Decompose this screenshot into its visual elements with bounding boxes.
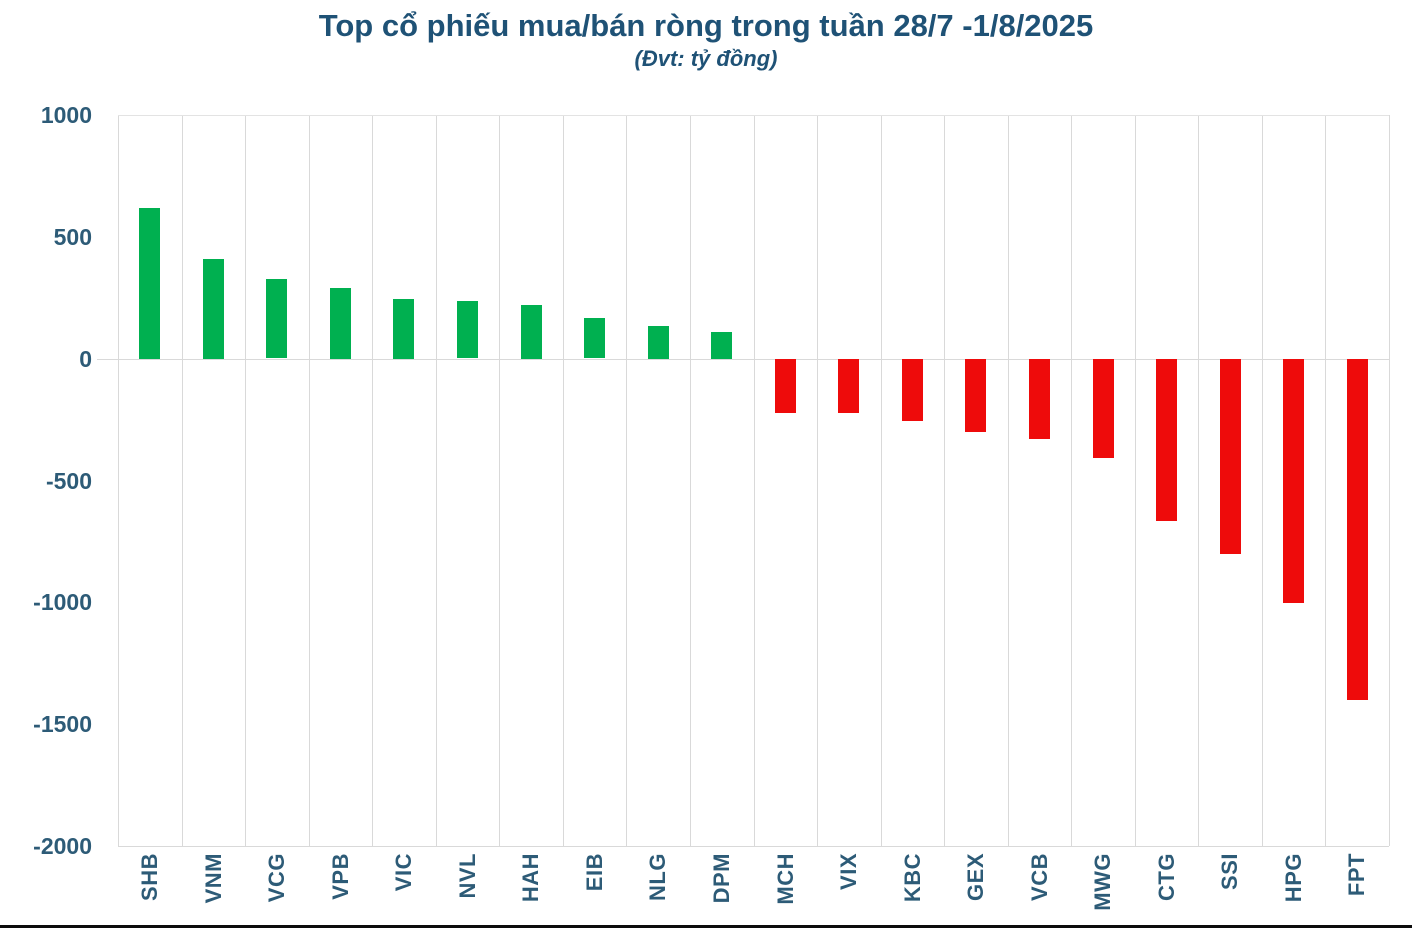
y-tick-label: -2000 [33,833,92,859]
x-tick-label-MWG: MWG [1071,853,1135,929]
vertical-gridline [118,115,119,846]
bar-SHB [139,208,160,359]
x-tick-text: FPT [1344,853,1369,897]
y-tick-label: -1000 [33,589,92,615]
vertical-gridline [1262,115,1263,846]
bar-VPB [330,288,351,359]
bar-DPM [711,332,732,359]
y-tick-label: -500 [45,468,92,494]
x-tick-text: GEX [963,853,988,901]
vertical-gridline [881,115,882,846]
vertical-gridline [372,115,373,846]
chart-title: Top cổ phiếu mua/bán ròng trong tuần 28/… [318,8,1094,43]
x-tick-text: VNM [201,853,226,904]
bar-GEX [965,359,986,432]
vertical-gridline [626,115,627,846]
vertical-gridline [436,115,437,846]
x-tick-text: SHB [137,853,162,901]
x-tick-text: VIX [836,853,861,890]
x-tick-text: SSI [1217,853,1242,890]
bar-EIB [584,318,605,358]
x-tick-text: HAH [518,853,543,903]
x-tick-label-SSI: SSI [1198,853,1262,929]
plot-area [97,115,1390,847]
y-tick-label: -1500 [33,711,92,737]
bar-VIC [393,299,414,359]
x-tick-text: VCB [1027,853,1052,901]
vertical-gridline [1071,115,1072,846]
x-tick-label-VPB: VPB [309,853,373,929]
plot-top-border [118,115,1389,116]
x-tick-label-DPM: DPM [690,853,754,929]
x-tick-text: VCG [264,853,289,903]
zero-axis-line [97,359,1389,360]
x-tick-label-VCG: VCG [245,853,309,929]
vertical-gridline [690,115,691,846]
vertical-gridline [1198,115,1199,846]
vertical-gridline [1389,115,1390,846]
x-tick-text: KBC [900,853,925,903]
x-tick-text: VIC [391,853,416,892]
x-tick-label-NLG: NLG [626,853,690,929]
x-tick-text: VPB [328,853,353,900]
x-tick-text: MWG [1090,853,1115,911]
x-tick-label-VIC: VIC [372,853,436,929]
x-tick-text: MCH [773,853,798,905]
x-tick-label-CTG: CTG [1135,853,1199,929]
bar-FPT [1347,359,1368,700]
vertical-gridline [944,115,945,846]
vertical-gridline [309,115,310,846]
plot-bottom-border [118,846,1389,847]
x-tick-label-GEX: GEX [944,853,1008,929]
vertical-gridline [1325,115,1326,846]
vertical-gridline [182,115,183,846]
x-tick-text: HPG [1281,853,1306,903]
bar-CTG [1156,359,1177,521]
vertical-gridline [1135,115,1136,846]
vertical-gridline [754,115,755,846]
bottom-divider [0,925,1412,928]
x-tick-label-NVL: NVL [436,853,500,929]
x-tick-label-VCB: VCB [1008,853,1072,929]
bar-NVL [457,301,478,358]
bar-VCB [1029,359,1050,439]
x-axis-labels: SHB VNM VCG VPB VIC NVL HAH EIB NLG DPM MCH VIX KBC G… [118,853,1389,929]
y-tick-label: 500 [53,224,92,250]
x-tick-label-VIX: VIX [817,853,881,929]
bar-MCH [775,359,796,413]
y-axis-labels: 1000 500 0 -500 -1000 -1500 -2000 [14,0,92,932]
x-tick-label-EIB: EIB [563,853,627,929]
x-tick-text: NLG [645,853,670,901]
vertical-gridline [499,115,500,846]
chart-unit-label: (Đvt: tỷ đồng) [634,46,778,71]
x-tick-text: EIB [582,853,607,892]
bar-MWG [1093,359,1114,458]
bar-KBC [902,359,923,421]
x-tick-label-FPT: FPT [1325,853,1389,929]
bar-HAH [521,305,542,359]
x-tick-text: DPM [709,853,734,904]
x-tick-text: CTG [1154,853,1179,901]
bar-NLG [648,326,669,359]
x-tick-label-HPG: HPG [1262,853,1326,929]
x-tick-label-MCH: MCH [754,853,818,929]
vertical-gridline [563,115,564,846]
x-tick-label-KBC: KBC [881,853,945,929]
bar-VCG [266,279,287,358]
bar-HPG [1283,359,1304,603]
vertical-gridline [245,115,246,846]
vertical-gridline [1008,115,1009,846]
x-tick-label-HAH: HAH [499,853,563,929]
x-tick-text: NVL [455,853,480,899]
vertical-gridline [817,115,818,846]
x-tick-label-SHB: SHB [118,853,182,929]
bar-SSI [1220,359,1241,554]
bar-VIX [838,359,859,413]
chart-header: Top cổ phiếu mua/bán ròng trong tuần 28/… [0,8,1412,72]
bar-VNM [203,259,224,359]
y-tick-label: 0 [79,346,92,372]
x-tick-label-VNM: VNM [182,853,246,929]
y-tick-label: 1000 [40,102,92,128]
